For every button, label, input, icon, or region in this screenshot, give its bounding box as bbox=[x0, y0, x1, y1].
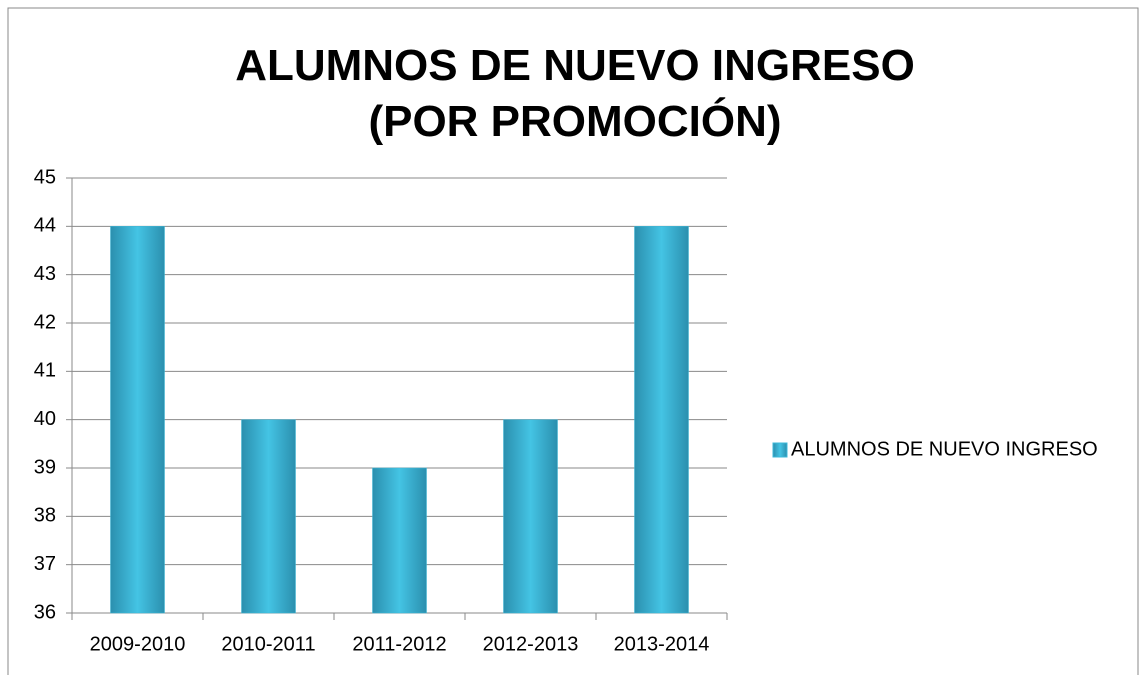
y-tick-label: 43 bbox=[34, 263, 56, 285]
y-tick-label: 45 bbox=[34, 166, 56, 188]
bar bbox=[110, 226, 165, 614]
legend-label: ALUMNOS DE NUEVO INGRESO bbox=[791, 438, 1098, 460]
y-tick-label: 39 bbox=[34, 456, 56, 478]
x-tick-label: 2011-2012 bbox=[352, 633, 446, 655]
legend-swatch bbox=[772, 442, 788, 458]
x-tick-label: 2013-2014 bbox=[614, 633, 710, 655]
x-tick-label: 2010-2011 bbox=[221, 633, 315, 655]
bar bbox=[634, 226, 689, 614]
y-tick-label: 40 bbox=[34, 408, 56, 430]
chart-title: ALUMNOS DE NUEVO INGRESO (POR PROMOCIÓN) bbox=[235, 41, 915, 146]
y-tick-label: 42 bbox=[34, 311, 56, 333]
y-tick-label: 36 bbox=[34, 601, 56, 623]
y-tick-label: 38 bbox=[34, 505, 56, 527]
chart-border bbox=[7, 7, 1139, 675]
x-tick-label: 2012-2013 bbox=[483, 633, 579, 655]
bar bbox=[241, 419, 296, 614]
bar bbox=[503, 419, 558, 614]
x-tick-label: 2009-2010 bbox=[90, 633, 186, 655]
y-tick-label: 41 bbox=[34, 360, 56, 382]
y-tick-label: 37 bbox=[34, 553, 56, 575]
y-tick-label: 44 bbox=[34, 215, 56, 237]
bar bbox=[372, 467, 427, 614]
